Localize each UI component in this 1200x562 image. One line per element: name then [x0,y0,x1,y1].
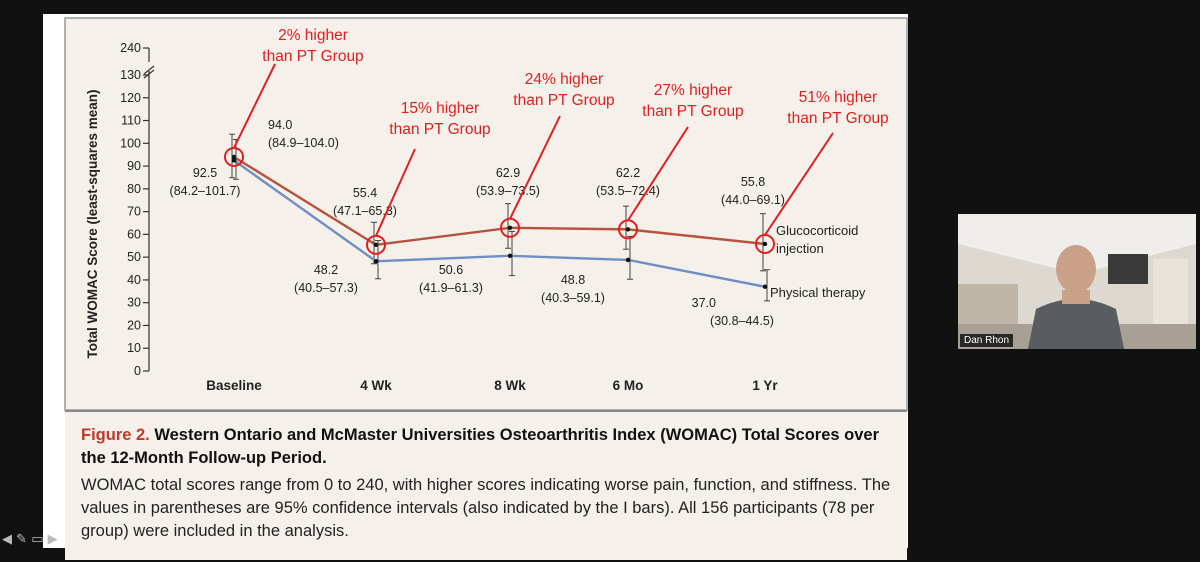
data-point [373,242,379,248]
glucocorticoid-series-label: Glucocorticoid [776,223,858,238]
data-point [507,225,513,230]
y-axis-break-mark [143,69,155,79]
physical-therapy-series-label: Physical therapy [770,285,866,300]
annotation-text: 27% higher [654,82,732,99]
pen-tool-icon[interactable]: ✎ [16,532,28,547]
physical-therapy-ci-label: (84.2–101.7) [170,184,241,198]
chart-background [64,17,908,411]
caption-title-text: Western Ontario and McMaster Universitie… [81,426,879,467]
data-point [762,284,768,289]
y-tick-label: 0 [134,364,141,378]
glucocorticoid-ci-label: (53.9–73.5) [476,184,540,198]
annotation-text: 2% higher [278,27,348,44]
physical-therapy-ci-label: (40.3–59.1) [541,291,605,305]
glucocorticoid-value-label: 55.8 [741,175,765,189]
y-tick-label: 120 [120,91,141,105]
x-tick-label: 4 Wk [360,378,392,393]
slide-controls[interactable]: ◀ ✎ ▭ ▶ [2,532,62,550]
annotation-text: than PT Group [642,103,743,120]
annotation-text: than PT Group [787,110,888,127]
data-point [762,241,768,247]
x-tick-label: Baseline [206,378,262,393]
glucocorticoid-series-label: injection [776,241,824,256]
physical-therapy-value-label: 48.2 [314,263,338,277]
y-tick-label: 10 [127,341,141,355]
data-point [231,154,237,160]
y-tick-label: 110 [121,114,141,128]
glucocorticoid-ci-label: (44.0–69.1) [721,193,785,207]
y-tick-label: 40 [127,273,141,287]
womac-chart: 240 0 10 20 30 40 50 60 70 80 90 100 110 120 130 Total … [64,17,908,411]
y-tick-label: 50 [127,250,141,264]
slide-menu-icon[interactable]: ▭ [31,532,44,547]
annotation-text: 51% higher [799,89,877,106]
annotation-text: than PT Group [262,48,363,65]
annotation-text: than PT Group [389,121,490,138]
physical-therapy-value-label: 48.8 [561,273,585,287]
data-point [373,259,379,264]
data-point [625,257,631,263]
glucocorticoid-ci-label: (84.9–104.0) [268,136,339,150]
y-tick-label: 60 [127,227,141,241]
glucocorticoid-value-label: 55.4 [353,186,377,200]
annotation-pointer [375,148,416,237]
y-tick-label: 70 [127,205,141,219]
y-tick-label: 130 [120,68,141,82]
y-tick-label: 80 [127,182,141,196]
y-tick-label: 90 [127,159,141,173]
glucocorticoid-value-label: 62.2 [616,166,640,180]
caption-title: Figure 2. Western Ontario and McMaster U… [81,424,891,470]
glucocorticoid-ci-label: (47.1–65.3) [333,204,397,218]
y-tick-label-240: 240 [120,41,141,55]
speaker-video-tile[interactable]: Dan Rhon [958,214,1196,349]
annotation-text: 24% higher [525,71,603,88]
annotation-pointer [764,132,834,236]
y-tick-label: 100 [120,136,141,150]
x-tick-label: 1 Yr [752,378,778,393]
speaker-video-image [958,214,1196,349]
x-tick-label: 8 Wk [494,378,526,393]
physical-therapy-ci-label: (30.8–44.5) [710,314,774,328]
annotation-pointer [627,126,689,221]
glucocorticoid-value-label: 62.9 [496,166,520,180]
figure-caption: Figure 2. Western Ontario and McMaster U… [65,410,907,560]
y-tick-label: 20 [127,318,141,332]
caption-figure-label: Figure 2. [81,426,150,444]
physical-therapy-value-label: 37.0 [692,296,716,310]
y-tick-label: 30 [127,296,141,310]
physical-therapy-value-label: 92.5 [193,166,217,180]
annotation-pointer [509,115,561,220]
annotation-text: than PT Group [513,92,614,109]
previous-slide-icon[interactable]: ◀ [2,532,12,547]
data-point [231,158,237,163]
x-tick-label: 6 Mo [613,378,644,393]
presentation-slide: 240 0 10 20 30 40 50 60 70 80 90 100 110 120 130 Total … [43,14,908,560]
glucocorticoid-value-label: 94.0 [268,118,292,132]
caption-body: WOMAC total scores range from 0 to 240, … [81,476,891,540]
data-point [507,253,513,258]
physical-therapy-ci-label: (40.5–57.3) [294,281,358,295]
annotation-text: 15% higher [401,100,479,117]
y-axis-title: Total WOMAC Score (least-squares mean) [85,89,100,358]
next-slide-icon[interactable]: ▶ [47,532,58,547]
physical-therapy-value-label: 50.6 [439,263,463,277]
annotation-pointer [233,63,276,149]
physical-therapy-ci-label: (41.9–61.3) [419,281,483,295]
y-axis-break-mark [143,65,155,75]
data-point [625,227,631,232]
speaker-name-label: Dan Rhon [960,334,1014,347]
